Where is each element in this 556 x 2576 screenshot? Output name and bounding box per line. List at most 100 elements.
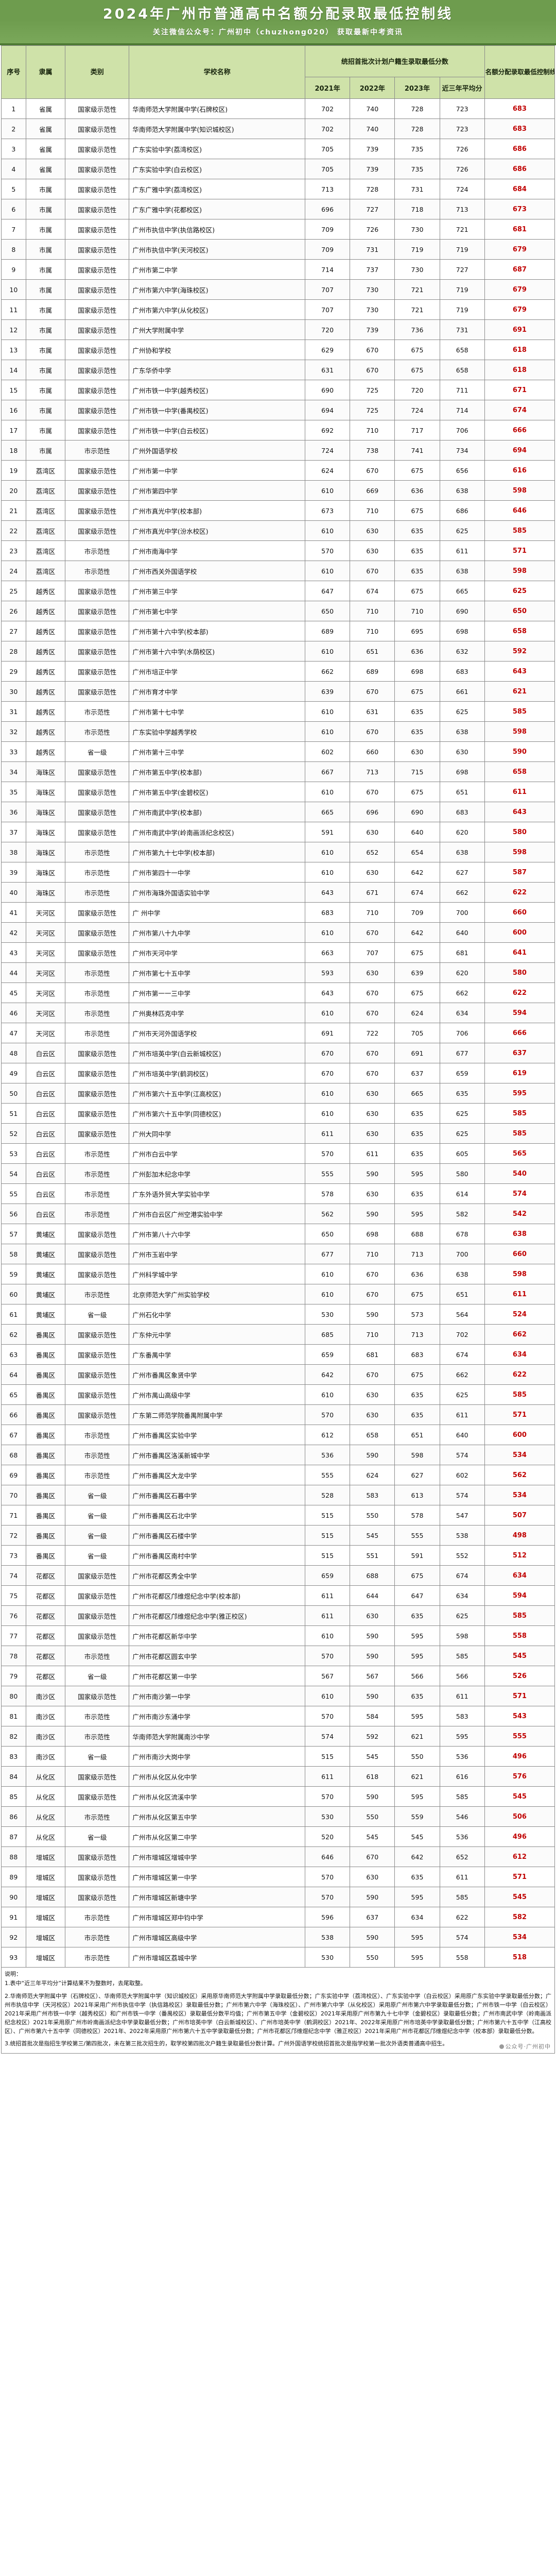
row-index: 33 [1, 741, 26, 762]
table-row: 87 从化区 省一级 广州市从化区第二中学 520 545 545 536 496 [1, 1826, 555, 1848]
row-index: 91 [1, 1907, 26, 1928]
row-affiliation: 番禺区 [25, 1324, 66, 1345]
row-index: 87 [1, 1826, 26, 1848]
row-category: 市示范性 [65, 842, 130, 863]
row-control-line: 582 [484, 1907, 555, 1928]
row-average: 585 [439, 1646, 485, 1667]
row-control-line: 622 [484, 1364, 555, 1385]
row-score-2023: 636 [394, 1264, 440, 1285]
row-average: 625 [439, 701, 485, 722]
row-category: 国家级示范性 [65, 1846, 130, 1868]
row-category: 国家级示范性 [65, 340, 130, 361]
row-affiliation: 天河区 [25, 1023, 66, 1044]
row-average: 665 [439, 581, 485, 602]
row-score-2023: 635 [394, 701, 440, 722]
row-category: 国家级示范性 [65, 1887, 130, 1908]
table-row: 52 白云区 国家级示范性 广州大同中学 611 630 635 625 585 [1, 1123, 555, 1144]
row-control-line: 562 [484, 1465, 555, 1486]
row-average: 727 [439, 259, 485, 280]
row-category: 市示范性 [65, 1947, 130, 1968]
row-score-2022: 710 [350, 902, 395, 923]
row-score-2021: 610 [305, 922, 351, 943]
row-control-line: 580 [484, 962, 555, 984]
row-index: 82 [1, 1726, 26, 1747]
row-score-2023: 675 [394, 581, 440, 602]
row-score-2021: 530 [305, 1947, 351, 1968]
row-average: 700 [439, 902, 485, 923]
row-school-name: 广州市花都区邝维煜纪念中学(校本部) [129, 1585, 306, 1606]
row-score-2021: 667 [305, 761, 351, 783]
row-average: 574 [439, 1445, 485, 1466]
header-year-2023: 2023年 [394, 76, 440, 99]
row-index: 77 [1, 1625, 26, 1647]
row-score-2023: 683 [394, 1344, 440, 1365]
row-index: 25 [1, 581, 26, 602]
row-index: 21 [1, 500, 26, 521]
row-average: 683 [439, 661, 485, 682]
row-control-line: 598 [484, 1264, 555, 1285]
row-average: 659 [439, 1063, 485, 1084]
row-category: 国家级示范性 [65, 199, 130, 220]
row-control-line: 673 [484, 199, 555, 220]
row-category: 国家级示范性 [65, 1766, 130, 1787]
table-row: 33 越秀区 省一级 广州市第十三中学 602 660 630 630 590 [1, 741, 555, 762]
row-average: 632 [439, 641, 485, 662]
table-row: 75 花都区 国家级示范性 广州市花都区邝维煜纪念中学(校本部) 611 644 647 63… [1, 1585, 555, 1606]
row-control-line: 634 [484, 1565, 555, 1586]
row-average: 627 [439, 862, 485, 883]
table-row: 37 海珠区 国家级示范性 广州市南武中学(岭南画派纪念校区) 591 630 640 620… [1, 822, 555, 843]
row-school-name: 广州市培正中学 [129, 661, 306, 682]
table-row: 76 花都区 国家级示范性 广州市花都区邝维煜纪念中学(雅正校区) 611 630 635 6… [1, 1605, 555, 1626]
row-score-2021: 707 [305, 279, 351, 300]
row-control-line: 691 [484, 319, 555, 341]
table-row: 15 市属 国家级示范性 广州市铁一中学(越秀校区) 690 725 720 711 671 [1, 380, 555, 401]
row-school-name: 广州市从化区从化中学 [129, 1766, 306, 1787]
row-score-2022: 590 [350, 1625, 395, 1647]
table-row: 21 荔湾区 国家级示范性 广州市真光中学(校本部) 673 710 675 686 646 [1, 500, 555, 521]
row-index: 40 [1, 882, 26, 903]
row-index: 41 [1, 902, 26, 923]
row-affiliation: 海珠区 [25, 761, 66, 783]
row-school-name: 广东实验中学(荔湾校区) [129, 139, 306, 160]
row-score-2021: 720 [305, 319, 351, 341]
row-average: 686 [439, 500, 485, 521]
row-score-2021: 611 [305, 1123, 351, 1144]
table-row: 5 市属 国家级示范性 广东广雅中学(荔湾校区) 713 728 731 724 684 [1, 179, 555, 200]
row-control-line: 545 [484, 1786, 555, 1807]
row-score-2022: 670 [350, 1003, 395, 1024]
row-affiliation: 市属 [25, 219, 66, 240]
row-score-2021: 709 [305, 239, 351, 260]
row-control-line: 679 [484, 239, 555, 260]
table-row: 47 天河区 市示范性 广州市天河外国语学校 691 722 705 706 666 [1, 1023, 555, 1044]
row-index: 55 [1, 1183, 26, 1205]
row-control-line: 507 [484, 1505, 555, 1526]
row-control-line: 598 [484, 842, 555, 863]
row-school-name: 广东第二师范学院番禺附属中学 [129, 1404, 306, 1426]
row-index: 62 [1, 1324, 26, 1345]
row-score-2022: 710 [350, 1244, 395, 1265]
row-category: 市示范性 [65, 701, 130, 722]
row-average: 662 [439, 982, 485, 1004]
row-affiliation: 市属 [25, 380, 66, 401]
row-school-name: 广州市第五中学(校本部) [129, 761, 306, 783]
row-control-line: 621 [484, 681, 555, 702]
row-school-name: 广州市南沙第一中学 [129, 1686, 306, 1707]
row-school-name: 广州市花都区圆玄中学 [129, 1646, 306, 1667]
row-category: 国家级示范性 [65, 420, 130, 441]
row-score-2023: 715 [394, 761, 440, 783]
row-control-line: 585 [484, 1123, 555, 1144]
row-index: 13 [1, 340, 26, 361]
row-index: 60 [1, 1284, 26, 1305]
header-school-name: 学校名称 [129, 45, 306, 99]
row-index: 18 [1, 440, 26, 461]
row-score-2021: 570 [305, 540, 351, 562]
row-index: 81 [1, 1706, 26, 1727]
table-row: 65 番禺区 国家级示范性 广州市禺山高级中学 610 630 635 625 585 [1, 1384, 555, 1405]
table-row: 84 从化区 国家级示范性 广州市从化区从化中学 611 618 621 616 576 [1, 1766, 555, 1787]
table-row: 85 从化区 国家级示范性 广州市从化区流溪中学 570 590 595 585 545 [1, 1786, 555, 1807]
row-score-2021: 530 [305, 1304, 351, 1325]
row-affiliation: 黄埔区 [25, 1284, 66, 1305]
row-affiliation: 白云区 [25, 1103, 66, 1124]
row-category: 市示范性 [65, 1646, 130, 1667]
row-index: 93 [1, 1947, 26, 1968]
